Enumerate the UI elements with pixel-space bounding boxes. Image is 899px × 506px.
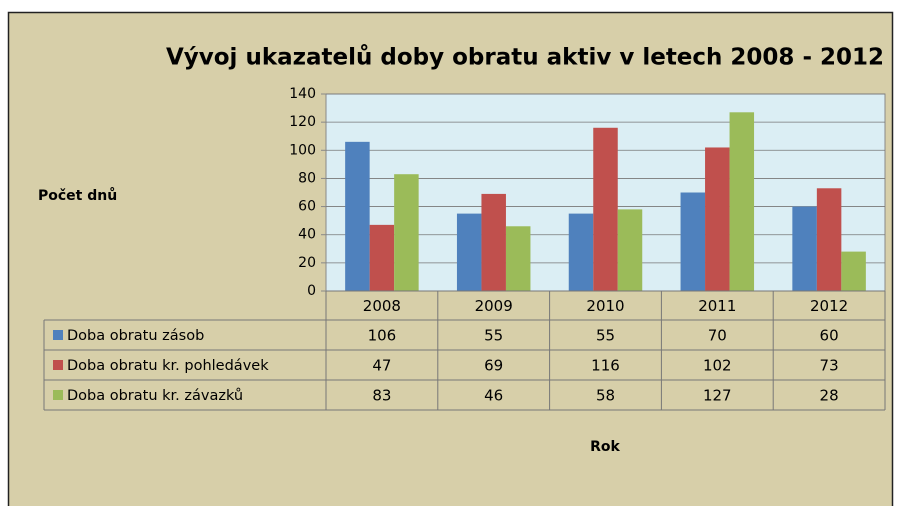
bar [705,147,730,291]
bar [481,193,506,291]
table-value: 28 [820,387,839,405]
y-tick-label: 120 [289,114,316,130]
y-tick-label: 140 [289,86,316,102]
table-value: 83 [372,387,391,405]
x-tick-label: 2011 [698,297,736,315]
y-tick-label: 80 [298,170,316,186]
table-value: 70 [708,327,727,345]
y-axis-label: Počet dnů [38,187,117,204]
table-value: 106 [368,327,397,345]
table-value: 60 [820,327,839,345]
bar [841,251,866,291]
bar [816,188,842,291]
table-value: 55 [484,327,503,345]
y-tick-label: 20 [298,255,316,271]
legend-label: Doba obratu zásob [67,328,204,344]
table-value: 58 [596,387,615,405]
legend-swatch [53,330,63,340]
table-value: 102 [703,357,732,375]
y-tick-label: 100 [289,142,316,158]
table-value: 116 [591,357,620,375]
table-value: 69 [484,357,503,375]
bar [680,192,706,291]
x-axis-label: Rok [590,439,620,455]
x-tick-label: 2009 [475,297,513,315]
legend-label: Doba obratu kr. pohledávek [67,358,269,374]
table-value: 46 [484,387,503,405]
y-tick-label: 40 [298,227,316,243]
legend-swatch [53,360,63,370]
x-tick-label: 2010 [586,297,624,315]
table-value: 55 [596,327,615,345]
x-tick-label: 2012 [810,297,848,315]
bar [369,224,395,291]
y-tick-label: 0 [307,283,316,299]
y-tick-label: 60 [298,199,316,215]
table-value: 127 [703,387,732,405]
bar [617,209,643,291]
table-value: 73 [820,357,839,375]
bar [394,174,419,291]
bar [729,112,755,292]
legend-swatch [53,390,63,400]
table-value: 47 [372,357,391,375]
bar [456,213,482,291]
legend-label: Doba obratu kr. závazků [67,388,243,404]
bar [505,226,531,291]
x-tick-label: 2008 [363,297,401,315]
bar [593,127,618,292]
chart-title: Vývoj ukazatelů doby obratu aktiv v lete… [166,44,884,71]
bar [345,141,370,291]
bar [568,213,594,291]
bar [792,206,817,291]
